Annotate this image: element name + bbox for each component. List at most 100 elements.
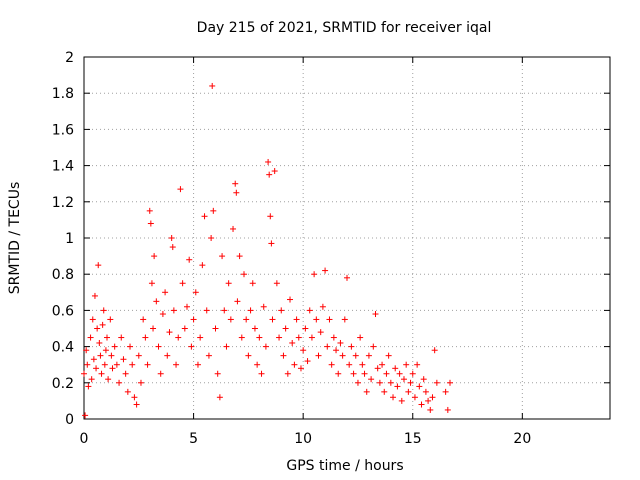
data-point (291, 361, 298, 368)
data-point (400, 376, 407, 383)
grid-lines (84, 57, 610, 419)
data-point (155, 343, 162, 350)
data-point (83, 347, 90, 354)
data-point (175, 334, 182, 341)
data-point (295, 334, 302, 341)
data-point (146, 207, 153, 214)
data-point (109, 365, 116, 372)
data-point (350, 370, 357, 377)
data-point (262, 343, 269, 350)
data-point (431, 347, 438, 354)
data-point (201, 213, 208, 220)
data-point (147, 220, 154, 227)
data-point (383, 370, 390, 377)
data-point (90, 356, 97, 363)
data-point (233, 189, 240, 196)
data-point (81, 370, 87, 377)
data-point (278, 307, 285, 314)
data-point (186, 256, 193, 263)
data-point (276, 334, 283, 341)
x-tick-label: 0 (80, 431, 89, 447)
data-point (258, 370, 265, 377)
data-point (308, 334, 315, 341)
y-tick-label: 1.6 (52, 122, 74, 138)
data-point (392, 365, 399, 372)
data-point (240, 271, 247, 278)
data-point (192, 289, 199, 296)
data-point (177, 186, 184, 193)
data-point (379, 361, 386, 368)
data-point (372, 311, 379, 318)
data-point (159, 311, 166, 318)
data-point (205, 352, 212, 359)
data-point (140, 316, 147, 323)
data-point (368, 376, 375, 383)
data-point (394, 383, 401, 390)
data-point (403, 361, 410, 368)
y-tick-label: 0.6 (52, 303, 74, 319)
data-point (409, 370, 416, 377)
data-point (111, 343, 118, 350)
data-point (352, 352, 359, 359)
data-point (269, 316, 276, 323)
y-tick-label: 0.8 (52, 267, 74, 283)
data-point (129, 361, 136, 368)
data-point (333, 347, 340, 354)
axis-ticks: 00.20.40.60.811.21.41.61.820 5 10 15 20 (52, 50, 610, 447)
data-point (370, 343, 377, 350)
data-point (398, 397, 405, 404)
data-point (376, 379, 383, 386)
data-point (300, 347, 307, 354)
data-point (381, 388, 388, 395)
data-point (101, 361, 108, 368)
y-tick-label: 1 (65, 231, 74, 247)
x-tick-label: 15 (404, 431, 422, 447)
data-point (425, 397, 432, 404)
data-point (82, 412, 89, 419)
data-point (225, 280, 232, 287)
data-point (94, 325, 101, 332)
data-point (245, 352, 252, 359)
data-point (284, 370, 291, 377)
data-point (311, 271, 318, 278)
data-point (302, 325, 309, 332)
data-point (427, 406, 434, 413)
data-point (234, 298, 241, 305)
data-point (98, 370, 105, 377)
data-point (214, 370, 221, 377)
data-point (232, 180, 239, 187)
data-point (282, 325, 289, 332)
y-tick-label: 1.4 (52, 159, 74, 175)
x-axis-label: GPS time / hours (286, 458, 403, 474)
x-tick-label: 20 (513, 431, 531, 447)
data-point (335, 370, 342, 377)
data-point (84, 361, 91, 368)
data-point (113, 361, 120, 368)
data-point (179, 280, 186, 287)
data-point (150, 325, 157, 332)
y-tick-label: 0 (65, 412, 74, 428)
data-point (339, 352, 346, 359)
data-point (365, 352, 372, 359)
data-point (254, 361, 261, 368)
data-point (170, 307, 177, 314)
data-point (85, 383, 92, 390)
data-point (289, 339, 296, 346)
data-point (407, 379, 414, 386)
data-point (100, 307, 107, 314)
data-point (236, 253, 243, 260)
data-point (297, 365, 304, 372)
data-point (354, 379, 361, 386)
y-tick-label: 0.2 (52, 376, 74, 392)
data-point (199, 262, 206, 269)
data-point (142, 334, 149, 341)
y-axis-label: SRMTID / TECUs (7, 182, 23, 295)
data-point (390, 394, 397, 401)
data-point (256, 334, 263, 341)
data-point (433, 379, 440, 386)
x-tick-label: 5 (189, 431, 198, 447)
data-point (216, 394, 223, 401)
data-point (181, 325, 188, 332)
x-tick-label: 10 (294, 431, 312, 447)
